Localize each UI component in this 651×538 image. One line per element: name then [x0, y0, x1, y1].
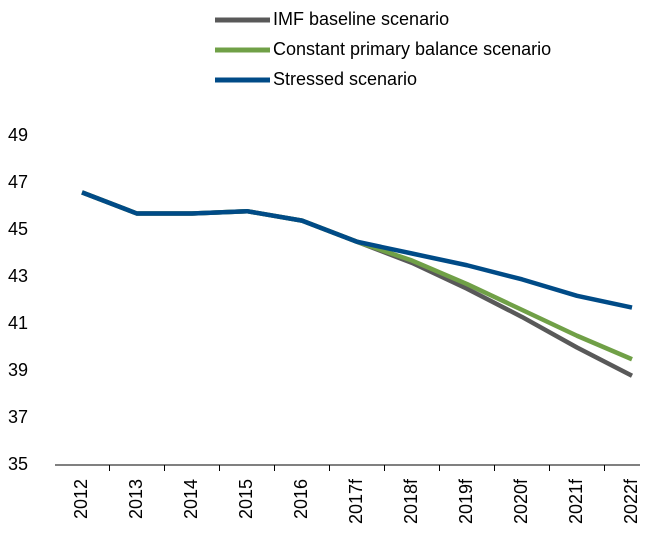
y-tick-label: 37 — [8, 407, 28, 427]
x-tick-label: 2020f — [511, 478, 531, 524]
y-tick-label: 49 — [8, 125, 28, 145]
x-tick-label: 2019f — [456, 478, 476, 524]
y-tick-label: 43 — [8, 266, 28, 286]
x-tick-label: 2021f — [566, 478, 586, 524]
x-tick-label: 2015 — [236, 479, 256, 519]
legend-label: Stressed scenario — [273, 69, 417, 89]
legend-label: IMF baseline scenario — [273, 9, 449, 29]
x-tick-label: 2017f — [346, 478, 366, 524]
y-tick-label: 47 — [8, 172, 28, 192]
series-line — [81, 190, 634, 378]
x-tick-label: 2014 — [181, 479, 201, 519]
series-line — [81, 190, 633, 310]
x-tick-label: 2013 — [126, 479, 146, 519]
y-tick-label: 41 — [8, 313, 28, 333]
y-tick-label: 39 — [8, 360, 28, 380]
x-tick-label: 2016 — [291, 479, 311, 519]
x-tick-label: 2022f — [621, 478, 641, 524]
legend-label: Constant primary balance scenario — [273, 39, 551, 59]
y-tick-label: 35 — [8, 454, 28, 474]
y-tick-label: 45 — [8, 219, 28, 239]
x-tick-label: 2012 — [71, 479, 91, 519]
x-tick-label: 2018f — [401, 478, 421, 524]
